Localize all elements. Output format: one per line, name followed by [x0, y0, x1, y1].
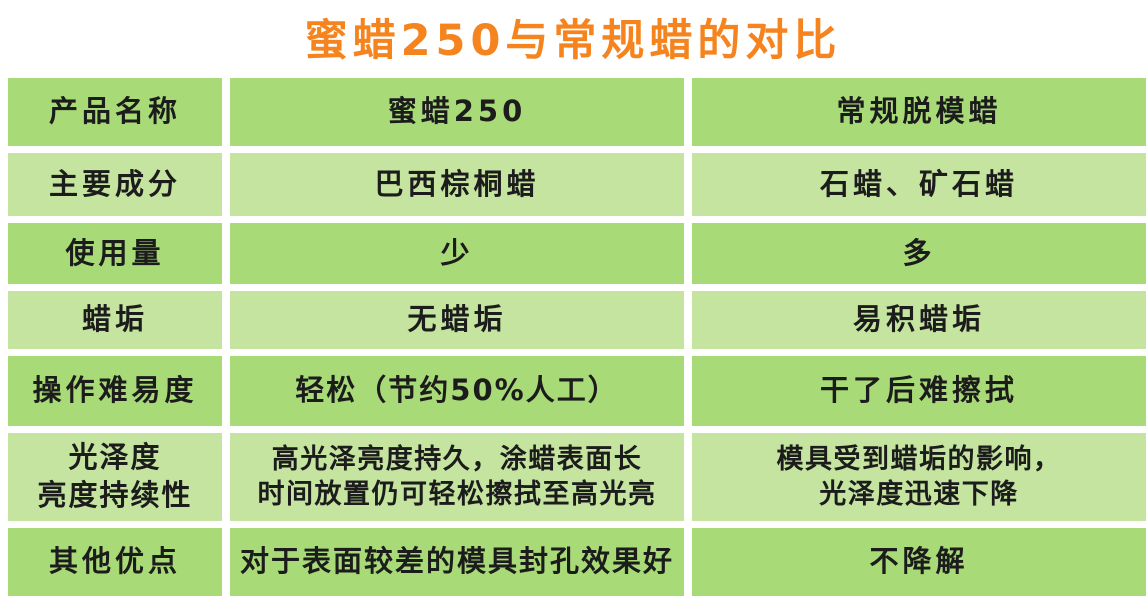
header-cell-mila250: 蜜蜡250 [230, 78, 684, 146]
cell-regular-wax-scale: 易积蜡垢 [692, 291, 1146, 349]
cell-mila250-ingredients: 巴西棕桐蜡 [230, 153, 684, 216]
cell-mila250-wax-scale: 无蜡垢 [230, 291, 684, 349]
cell-mila250-operation: 轻松（节约50%人工） [230, 356, 684, 426]
cell-regular-operation: 干了后难擦拭 [692, 356, 1146, 426]
row-label-other: 其他优点 [8, 528, 222, 596]
page-title: 蜜蜡250与常规蜡的对比 [304, 16, 842, 66]
header-cell-attribute: 产品名称 [8, 78, 222, 146]
row-label-wax-scale: 蜡垢 [8, 291, 222, 349]
cell-mila250-other: 对于表面较差的模具封孔效果好 [230, 528, 684, 596]
cell-regular-ingredients: 石蜡、矿石蜡 [692, 153, 1146, 216]
comparison-table: 产品名称 蜜蜡250 常规脱模蜡 主要成分 巴西棕桐蜡 石蜡、矿石蜡 使用量 少… [8, 78, 1146, 596]
cell-mila250-gloss: 高光泽亮度持久，涂蜡表面长 时间放置仍可轻松擦拭至高光亮 [230, 433, 684, 521]
cell-mila250-usage: 少 [230, 223, 684, 284]
cell-regular-gloss: 模具受到蜡垢的影响， 光泽度迅速下降 [692, 433, 1146, 521]
cell-regular-other: 不降解 [692, 528, 1146, 596]
cell-regular-usage: 多 [692, 223, 1146, 284]
header-cell-regular-wax: 常规脱模蜡 [692, 78, 1146, 146]
row-label-operation: 操作难易度 [8, 356, 222, 426]
row-label-usage: 使用量 [8, 223, 222, 284]
row-label-ingredients: 主要成分 [8, 153, 222, 216]
row-label-gloss: 光泽度 亮度持续性 [8, 433, 222, 521]
